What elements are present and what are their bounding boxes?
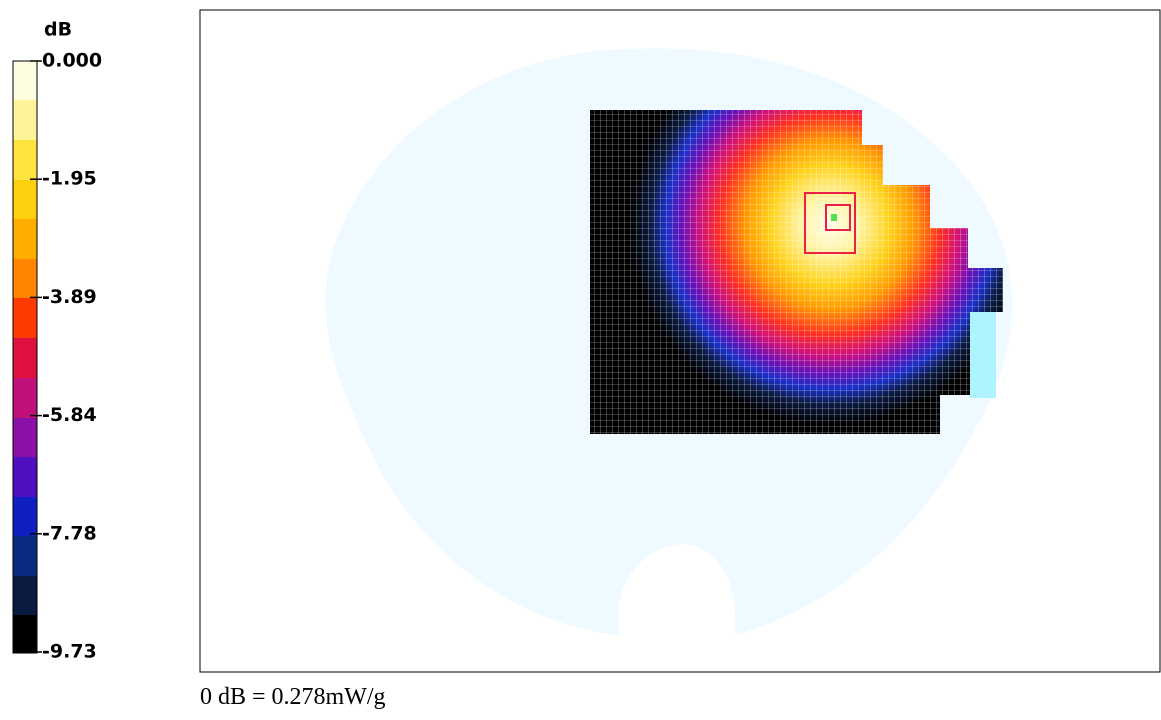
- colorbar-label: -5.84: [42, 404, 97, 426]
- zoom-scan-box: [804, 192, 856, 254]
- peak-marker: [831, 214, 837, 221]
- cyan-patch: [970, 312, 996, 398]
- colorbar-unit: dB: [44, 19, 72, 41]
- colorbar-label: -7.78: [42, 522, 97, 544]
- colorbar-label: 0.000: [42, 50, 102, 72]
- peak-box: [825, 204, 851, 231]
- colorbar: [12, 60, 38, 654]
- colorbar-label: -3.89: [42, 286, 97, 308]
- colorbar-label: -1.95: [42, 168, 97, 190]
- colorbar-label: -9.73: [42, 641, 97, 663]
- footnote: 0 dB = 0.278mW/g: [200, 684, 386, 710]
